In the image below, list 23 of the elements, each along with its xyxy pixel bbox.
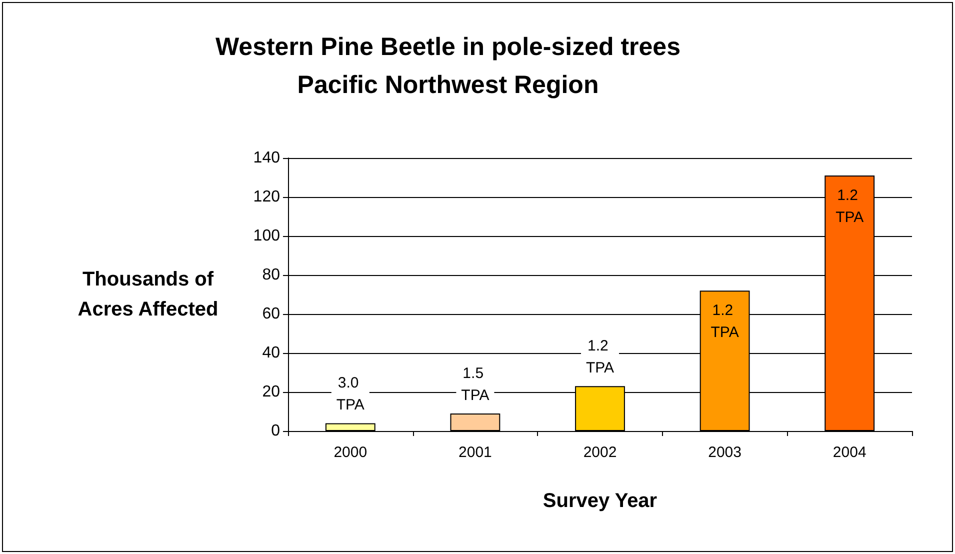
y-tick-label: 80 xyxy=(262,266,280,284)
bar xyxy=(325,423,376,431)
annotation: 3.0 TPA xyxy=(336,374,364,414)
y-tick-label: 120 xyxy=(253,188,280,206)
y-tick-label: 100 xyxy=(253,228,280,244)
x-tick-label: 2004 xyxy=(832,444,866,461)
y-tick-label: 140 xyxy=(253,150,280,166)
annotation: 1.2 TPA xyxy=(710,302,739,342)
chart-title: Western Pine Beetle in pole-sized trees Pacific Northwest Region xyxy=(216,33,680,99)
x-axis-title: Survey Year xyxy=(542,490,658,512)
annotation: 1.5 TPA xyxy=(461,364,490,404)
x-tick-label: 2000 xyxy=(334,444,368,461)
y-tick-label: 40 xyxy=(262,344,280,362)
y-tick-label: 0 xyxy=(271,422,280,440)
x-tick-label: 2001 xyxy=(458,444,492,461)
y-tick-label: 60 xyxy=(262,306,280,322)
y-axis-title: Thousands of Acres Affected xyxy=(78,268,218,320)
bar xyxy=(450,413,500,431)
annotation: 1.2 TPA xyxy=(586,338,614,377)
x-tick-label: 2002 xyxy=(583,444,617,461)
annotation: 1.2 TPA xyxy=(836,187,864,226)
x-tick-label: 2003 xyxy=(708,444,742,461)
y-tick-label: 20 xyxy=(262,384,280,400)
